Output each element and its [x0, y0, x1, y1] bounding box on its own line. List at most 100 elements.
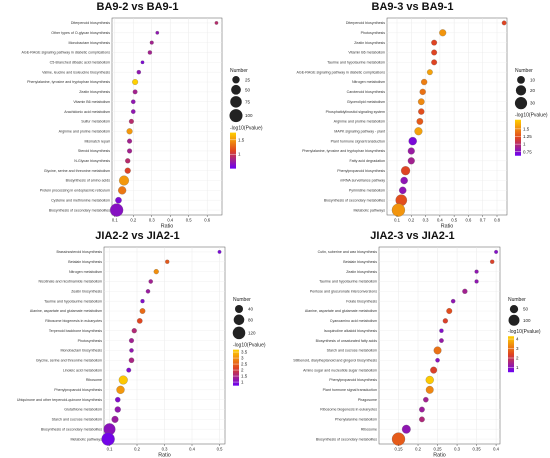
- y-tick-label: Cutin, suberine and wax biosynthesis: [318, 250, 378, 254]
- y-tick-label: Brassinosteroid biosynthesis: [56, 250, 102, 254]
- data-point: [391, 203, 406, 217]
- y-tick-label: Ribosome biogenesis in eukaryotes: [45, 319, 102, 323]
- y-tick-label: Arginine and proline metabolism: [334, 120, 385, 124]
- data-point: [399, 186, 407, 195]
- x-tick-label: 0.2: [134, 447, 140, 452]
- chart-panel-4: JIA2-3 vs JIA2-1 Cutin, suberine and wax…: [275, 229, 550, 458]
- y-tick-label: Arginine and proline metabolism: [59, 129, 110, 133]
- y-tick-label: Phosphatidylinositol signaling system: [326, 110, 385, 114]
- y-tick-label: Pentose and glucuronate interconversions: [310, 290, 377, 294]
- y-tick-label: Phenylpropanoid biosynthesis: [329, 378, 377, 382]
- data-point: [401, 166, 411, 176]
- data-point: [446, 308, 453, 314]
- chart-panel-1: BA9-2 vs BA9-1 Diterpenoid biosynthesis O…: [0, 0, 275, 229]
- y-tick-label: Diterpenoid biosynthesis: [71, 21, 110, 25]
- color-legend-label: 1: [523, 142, 526, 147]
- data-point: [128, 357, 135, 364]
- y-tick-label: Metabolic pathways: [70, 437, 102, 441]
- y-tick-label: Glycine, serine and threonine metabolism: [36, 358, 102, 362]
- y-tick-label: Phenylalanine metabolism: [335, 418, 377, 422]
- y-tick-label: Zeatin biosynthesis: [354, 41, 385, 45]
- chart-svg: Brassinosteroid biosynthesis Betalain bio…: [17, 246, 266, 458]
- plot-frame: [111, 17, 223, 216]
- data-point: [101, 432, 115, 446]
- y-tick-label: Glycerolipid metabolism: [347, 100, 385, 104]
- color-legend-label: 3: [241, 356, 244, 361]
- data-point: [128, 118, 134, 124]
- data-point: [126, 367, 132, 373]
- y-tick-label: MAPK signaling pathway - plant: [334, 129, 385, 133]
- x-tick-label: 0.1: [112, 218, 118, 223]
- y-tick-label: Phenylpropanoid biosynthesis: [337, 169, 385, 173]
- data-point: [501, 20, 507, 26]
- size-legend-label: 100: [245, 113, 253, 118]
- data-point: [474, 279, 479, 284]
- y-tick-label: Starch and sucrose metabolism: [327, 349, 377, 353]
- y-tick-label: Biosynthesis of unsaturated fatty acids: [316, 339, 378, 343]
- x-tick-label: 0.15: [394, 447, 403, 452]
- data-point: [124, 167, 131, 174]
- chart-panel-3: JIA2-2 vs JIA2-1 Brassinosteroid biosynt…: [0, 229, 275, 458]
- x-tick-label: 0.35: [473, 447, 482, 452]
- data-point: [431, 39, 438, 46]
- data-point: [418, 108, 425, 115]
- y-tick-label: Nicotinate and nicotinamide metabolism: [38, 280, 102, 284]
- chart-title: BA9-3 vs BA9-1: [371, 1, 454, 13]
- data-point: [129, 338, 134, 344]
- data-point: [442, 318, 448, 324]
- y-tick-label: Biosynthesis of secondary metabolites: [49, 208, 110, 212]
- data-point: [416, 118, 424, 125]
- data-point: [421, 78, 428, 86]
- data-point: [214, 21, 219, 25]
- data-point: [118, 186, 127, 195]
- y-tick-label: Taurine and hypotaurine metabolism: [319, 280, 377, 284]
- color-legend-title: -log10(Pvalue): [230, 126, 263, 132]
- size-legend-dot: [509, 305, 519, 314]
- data-point: [431, 59, 438, 66]
- size-legend-dot: [232, 326, 246, 340]
- data-point: [407, 147, 415, 155]
- color-legend-label: 1.5: [241, 374, 248, 379]
- data-point: [115, 196, 122, 204]
- y-tick-label: Ribosome biogenesis in eukaryotes: [320, 408, 377, 412]
- color-legend-bar: [508, 336, 514, 373]
- color-legend-title: -log10(Pvalue): [508, 329, 541, 335]
- x-axis-title: Ratio: [158, 453, 171, 458]
- color-legend-label: 3: [516, 346, 519, 351]
- y-tick-label: Cyanoamino acid metabolism: [330, 319, 377, 323]
- data-point: [425, 375, 434, 385]
- y-tick-label: Zeatin biosynthesis: [71, 290, 102, 294]
- data-point: [401, 424, 411, 434]
- y-tick-label: Nitrogen metabolism: [352, 80, 385, 84]
- y-tick-label: Vitamin B6 metabolism: [73, 100, 110, 104]
- x-tick-label: 0.5: [217, 447, 223, 452]
- x-tick-label: 0.2: [415, 447, 421, 452]
- data-point: [391, 432, 406, 446]
- plot-frame: [386, 17, 508, 216]
- y-tick-label: Phenylalanine, tyrosine and tryptophan b…: [27, 80, 110, 84]
- y-tick-label: Biosynthesis of secondary metabolites: [41, 427, 102, 431]
- y-tick-label: Diterpenoid biosynthesis: [346, 21, 385, 25]
- chart-title: JIA2-3 vs JIA2-1: [370, 230, 455, 242]
- y-tick-label: Isoquinoline alkaloid biosynthesis: [324, 329, 377, 333]
- data-point: [145, 289, 151, 294]
- y-tick-label: Nitrogen metabolism: [69, 270, 102, 274]
- y-tick-label: Terpenoid backbone biosynthesis: [49, 329, 102, 333]
- size-legend-title: Number: [515, 68, 533, 74]
- size-legend-dot: [508, 314, 520, 326]
- color-legend-label: 1.5: [238, 137, 245, 142]
- x-tick-label: 0.6: [466, 218, 472, 223]
- y-tick-label: Sulfur metabolism: [81, 120, 110, 124]
- chart-svg: Diterpenoid biosynthesis Other types of O…: [22, 17, 263, 229]
- plot-frame: [378, 246, 501, 445]
- y-tick-label: N-Glycan biosynthesis: [74, 159, 110, 163]
- y-tick-label: Stilbenoid, diarylheptanoid and gingerol…: [293, 358, 377, 362]
- y-tick-label: Ribosome: [86, 378, 102, 382]
- data-point: [131, 328, 137, 334]
- y-tick-label: Phenylpropanoid biosynthesis: [54, 388, 102, 392]
- size-legend-dot: [231, 84, 241, 95]
- color-legend-bar: [515, 119, 521, 156]
- x-tick-label: 0.3: [162, 447, 168, 452]
- size-legend-label: 50: [245, 87, 251, 92]
- data-point: [140, 60, 145, 65]
